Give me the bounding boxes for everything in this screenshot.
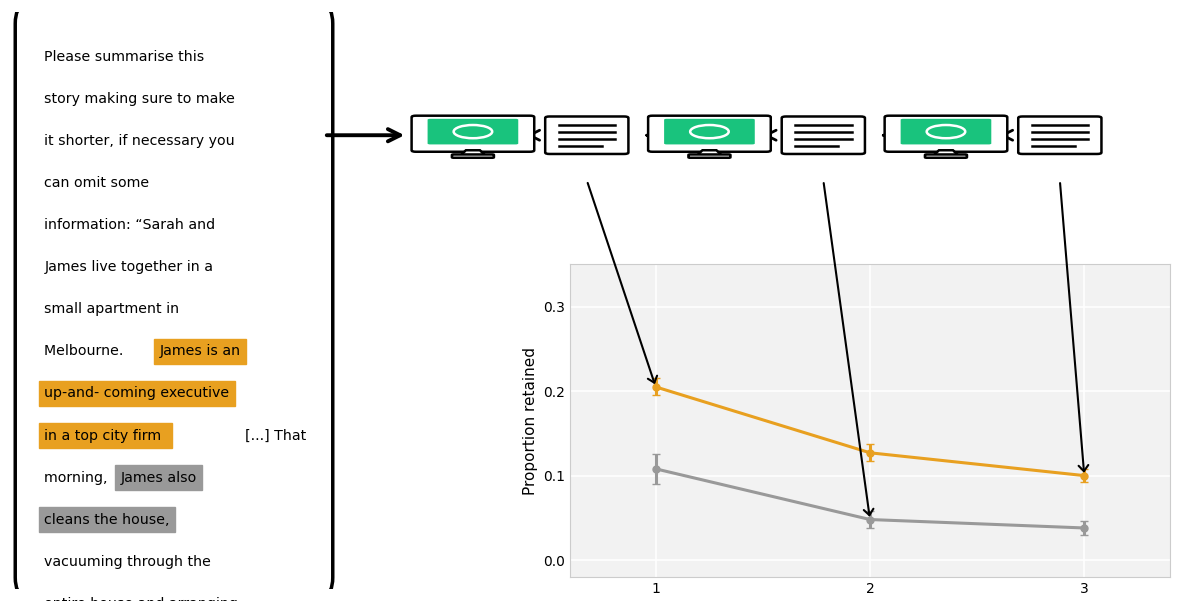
Text: it shorter, if necessary you: it shorter, if necessary you bbox=[44, 134, 235, 148]
Text: James also: James also bbox=[120, 471, 197, 484]
Text: story making sure to make: story making sure to make bbox=[44, 91, 235, 106]
Text: up-and- coming executive: up-and- coming executive bbox=[44, 386, 229, 400]
Text: Please summarise this: Please summarise this bbox=[44, 49, 205, 64]
FancyBboxPatch shape bbox=[689, 154, 731, 157]
Text: James live together in a: James live together in a bbox=[44, 260, 214, 274]
Text: entire house and arranging: entire house and arranging bbox=[44, 597, 239, 601]
FancyBboxPatch shape bbox=[901, 119, 991, 144]
Text: small apartment in: small apartment in bbox=[44, 302, 180, 316]
Polygon shape bbox=[697, 150, 721, 155]
Text: morning,: morning, bbox=[44, 471, 113, 484]
Polygon shape bbox=[934, 150, 959, 155]
Text: Melbourne.: Melbourne. bbox=[44, 344, 128, 358]
FancyBboxPatch shape bbox=[1019, 117, 1102, 154]
FancyBboxPatch shape bbox=[16, 6, 332, 595]
FancyBboxPatch shape bbox=[664, 119, 755, 144]
FancyBboxPatch shape bbox=[884, 115, 1007, 151]
Y-axis label: Proportion retained: Proportion retained bbox=[522, 347, 538, 495]
FancyBboxPatch shape bbox=[648, 115, 770, 151]
Text: vacuuming through the: vacuuming through the bbox=[44, 555, 211, 569]
FancyBboxPatch shape bbox=[412, 115, 534, 151]
FancyBboxPatch shape bbox=[452, 154, 494, 157]
Text: James is an: James is an bbox=[160, 344, 240, 358]
Text: in a top city firm: in a top city firm bbox=[44, 429, 166, 442]
FancyBboxPatch shape bbox=[545, 117, 629, 154]
Text: cleans the house,: cleans the house, bbox=[44, 513, 170, 527]
FancyBboxPatch shape bbox=[427, 119, 518, 144]
Text: can omit some: can omit some bbox=[44, 176, 150, 190]
Polygon shape bbox=[461, 150, 485, 155]
FancyBboxPatch shape bbox=[781, 117, 865, 154]
FancyBboxPatch shape bbox=[925, 154, 967, 157]
Text: information: “Sarah and: information: “Sarah and bbox=[44, 218, 216, 232]
Text: [...] That: [...] That bbox=[245, 429, 306, 442]
